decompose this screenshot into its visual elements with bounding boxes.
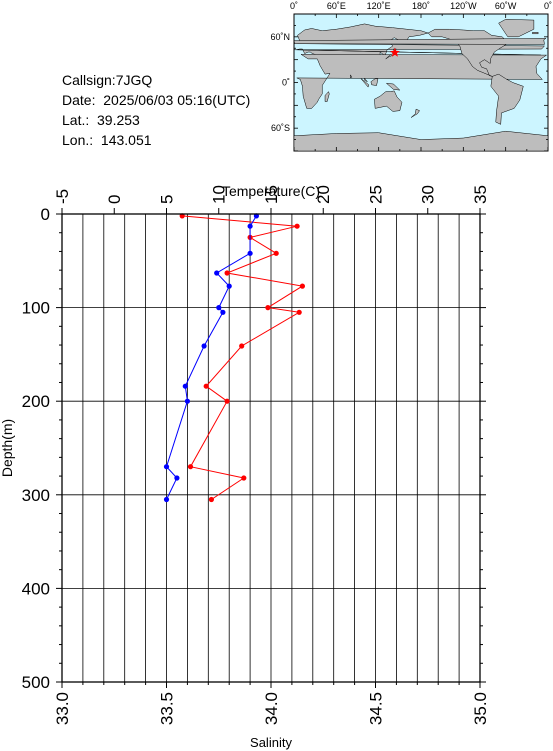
temperature-tick-label: 35 <box>471 185 490 204</box>
callsign-label: Callsign:7JGQ <box>62 72 153 88</box>
map-ticks <box>293 13 549 152</box>
map-lon-label: 120˚W <box>450 1 477 11</box>
salinity-data-point <box>163 496 170 503</box>
temperature-data-point <box>224 270 230 276</box>
land-madagascar <box>324 91 330 102</box>
temperature-data-point <box>299 283 305 289</box>
chart-grid <box>62 214 480 682</box>
land-iceland <box>532 32 539 35</box>
world-map: 0˚ 60˚E 120˚E 180˚ 120˚W 60˚W 0˚ 60˚N 0˚ 60˚S <box>270 1 552 152</box>
depth-tick-label: 300 <box>22 486 50 505</box>
land-australia <box>374 90 403 112</box>
lon-label: Lon.: 143.051 <box>62 132 152 148</box>
map-lat-label: 60˚S <box>271 123 290 133</box>
land-greenland <box>498 19 535 38</box>
map-labels: 0˚ 60˚E 120˚E 180˚ 120˚W 60˚W 0˚ 60˚N 0˚ 60˚S <box>270 1 552 133</box>
date-label: Date: 2025/06/03 05:16(UTC) <box>62 92 251 108</box>
salinity-data-point <box>220 309 226 315</box>
temperature-tick-label: 0 <box>105 195 124 204</box>
salinity-tick-label: 34.0 <box>262 692 281 725</box>
salinity-tick-label: 35.0 <box>471 692 490 725</box>
salinity-data-point <box>182 383 188 389</box>
temperature-data-point <box>296 309 302 315</box>
salinity-tick-label: 33.0 <box>53 692 72 725</box>
temperature-data-point <box>273 250 279 256</box>
temperature-tick-label: 20 <box>314 185 333 204</box>
salinity-data-point <box>214 270 220 276</box>
map-lon-label: 0˚ <box>290 1 298 11</box>
temperature-tick-label: 10 <box>210 185 229 204</box>
salinity-data-point <box>247 250 253 256</box>
plot-frame <box>61 213 481 683</box>
salinity-data-point <box>216 305 222 311</box>
map-lon-label: 60˚W <box>495 1 517 11</box>
lat-label: Lat.: 39.253 <box>62 112 140 128</box>
salinity-tick-label: 33.5 <box>157 692 176 725</box>
depth-tick-label: 500 <box>22 673 50 692</box>
depth-tick-label: 200 <box>22 392 50 411</box>
land-new-guinea <box>385 82 401 91</box>
map-lon-label: 60˚E <box>327 1 346 11</box>
salinity-data-point <box>247 223 253 229</box>
map-lat-label: 0˚ <box>282 78 290 88</box>
depth-tick-label: 100 <box>22 299 50 318</box>
land-south-america <box>490 73 524 125</box>
temperature-data-point <box>265 305 271 311</box>
temperature-profile-line <box>182 215 304 500</box>
temperature-tick-label: 25 <box>366 185 385 204</box>
temperature-data-point <box>239 343 245 349</box>
land-sumatra <box>360 78 370 88</box>
temperature-axis-label: Temperature(C) <box>222 183 320 199</box>
salinity-data-point <box>163 464 170 470</box>
station-marker-icon <box>390 47 400 57</box>
station-info: Callsign:7JGQ Date: 2025/06/03 05:16(UTC… <box>62 70 250 150</box>
temperature-data-point <box>203 383 209 389</box>
map-lat-label: 60˚N <box>270 32 290 42</box>
salinity-data-point <box>174 475 180 481</box>
temperature-tick-label: 30 <box>419 185 438 204</box>
temperature-data-point <box>208 496 214 503</box>
temperature-data-point <box>187 464 194 470</box>
depth-axis-label: Depth(m) <box>0 419 15 477</box>
land-new-zealand <box>410 108 420 118</box>
land-borneo <box>370 78 379 86</box>
salinity-tick-label: 34.5 <box>366 692 385 725</box>
land-uk <box>293 38 547 45</box>
temperature-data-point <box>294 223 300 229</box>
temperature-tick-label: -5 <box>53 189 72 204</box>
temperature-data-point <box>224 398 230 404</box>
temperature-data-point <box>241 475 247 481</box>
salinity-data-point <box>201 343 207 349</box>
map-lon-label: 0˚ <box>544 1 552 11</box>
depth-tick-label: 0 <box>41 205 50 224</box>
temperature-tick-label: 5 <box>157 195 176 204</box>
temperature-tick-label: 15 <box>262 185 281 204</box>
map-land <box>293 19 549 152</box>
salinity-data-point <box>184 398 190 404</box>
map-lon-label: 120˚E <box>367 1 391 11</box>
depth-tick-label: 400 <box>22 579 50 598</box>
salinity-axis-label: Salinity <box>250 735 292 750</box>
map-lon-label: 180˚ <box>412 1 430 11</box>
salinity-data-point <box>226 283 232 289</box>
land-sri-lanka <box>350 74 353 79</box>
